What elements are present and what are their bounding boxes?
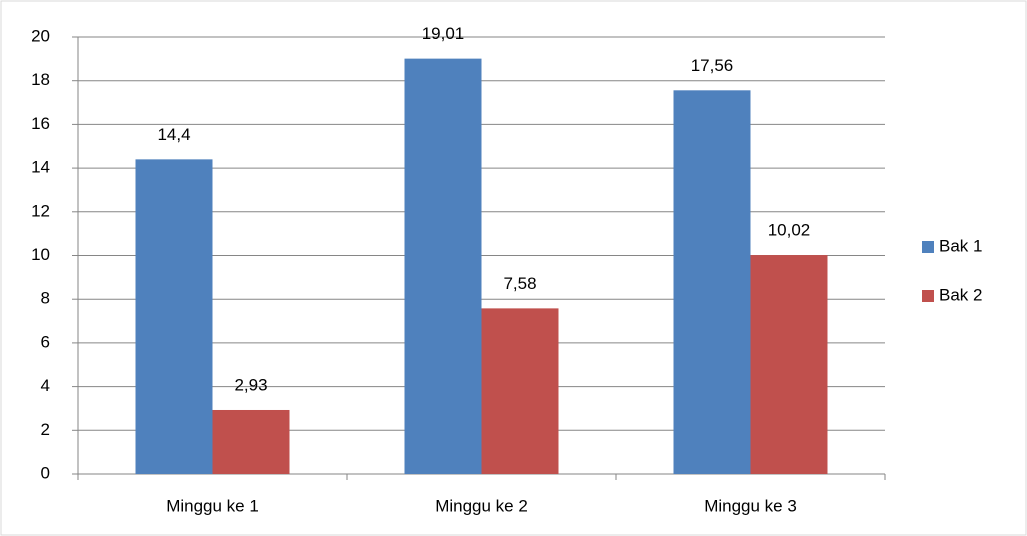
y-tick-label: 2 <box>41 420 50 439</box>
data-label: 19,01 <box>422 24 465 43</box>
y-tick-label: 6 <box>41 332 50 351</box>
y-tick-label: 18 <box>31 70 50 89</box>
legend-label: Bak 2 <box>939 285 982 304</box>
y-tick-label: 10 <box>31 245 50 264</box>
bar <box>481 308 559 474</box>
bar <box>404 58 482 474</box>
legend-swatch <box>922 290 934 302</box>
y-tick-label: 4 <box>41 376 50 395</box>
legend-label: Bak 1 <box>939 236 982 255</box>
bar <box>212 409 290 474</box>
legend-swatch <box>922 241 934 253</box>
y-tick-label: 8 <box>41 289 50 308</box>
y-tick-label: 12 <box>31 201 50 220</box>
data-label: 17,56 <box>691 56 734 75</box>
data-label: 7,58 <box>503 274 536 293</box>
data-label: 10,02 <box>768 221 811 240</box>
data-label: 14,4 <box>157 125 190 144</box>
y-tick-label: 20 <box>31 26 50 45</box>
bar <box>135 159 213 475</box>
data-label: 2,93 <box>234 375 267 394</box>
x-tick-label: Minggu ke 3 <box>704 496 797 515</box>
bar <box>673 90 751 475</box>
y-tick-label: 16 <box>31 114 50 133</box>
bar <box>750 255 828 474</box>
y-tick-label: 14 <box>31 158 50 177</box>
x-tick-label: Minggu ke 2 <box>435 496 528 515</box>
x-tick-label: Minggu ke 1 <box>166 496 259 515</box>
y-tick-label: 0 <box>41 463 50 482</box>
